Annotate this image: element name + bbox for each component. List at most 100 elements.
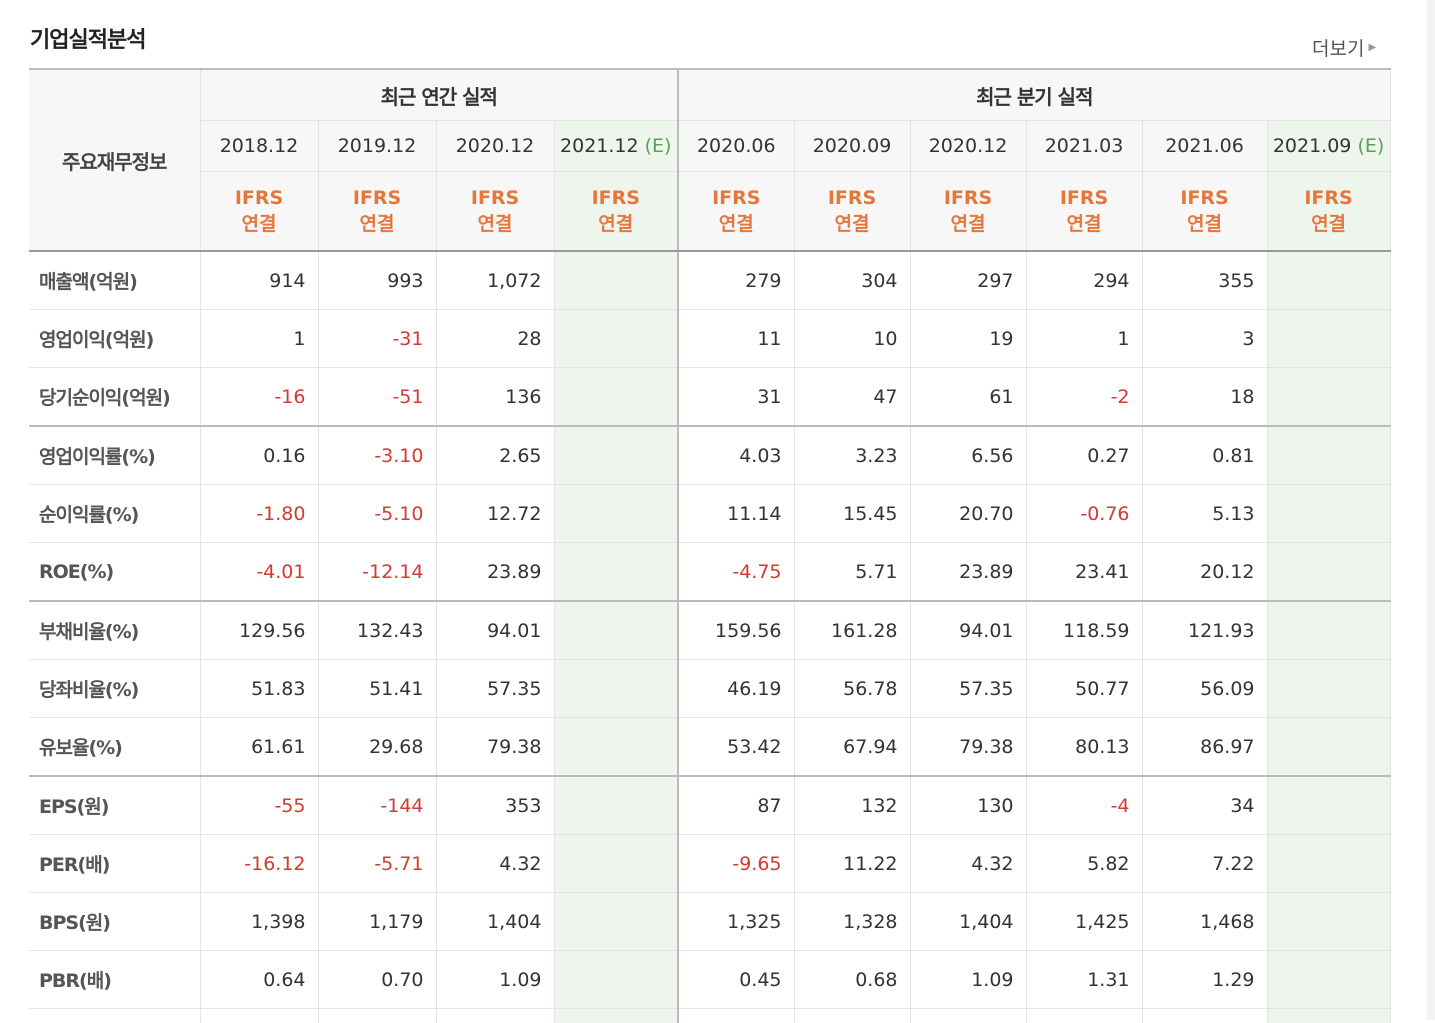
value-cell: 1,404 — [436, 893, 554, 951]
row-label: 부채비율(%) — [29, 601, 200, 660]
value-cell — [1267, 543, 1390, 602]
consolidated-label: 연결 — [437, 211, 554, 237]
consolidated-label: 연결 — [679, 211, 794, 237]
period-header: 2020.06 — [678, 121, 794, 172]
value-cell: 0.16 — [200, 426, 318, 485]
value-cell: -16 — [200, 368, 318, 427]
value-cell: 1,179 — [318, 893, 436, 951]
period-label: 2021.09 — [1273, 135, 1352, 157]
value-cell — [1267, 718, 1390, 777]
value-cell: 4.03 — [678, 426, 794, 485]
value-cell: 0.64 — [200, 951, 318, 1009]
ifrs-label: IFRS — [679, 185, 794, 211]
estimate-tag: (E) — [1357, 135, 1384, 157]
value-cell: 61 — [910, 368, 1026, 427]
value-cell: -31 — [318, 310, 436, 368]
partial-cell — [436, 1009, 554, 1023]
value-cell — [1267, 893, 1390, 951]
row-label: 매출액(억원) — [29, 251, 200, 310]
quarterly-group-header: 최근 분기 실적 — [678, 69, 1390, 121]
value-cell: 57.35 — [910, 660, 1026, 718]
value-cell: 19 — [910, 310, 1026, 368]
value-cell: 132.43 — [318, 601, 436, 660]
period-label: 2021.06 — [1165, 135, 1244, 157]
value-cell: 297 — [910, 251, 1026, 310]
value-cell: -16.12 — [200, 835, 318, 893]
value-cell: 914 — [200, 251, 318, 310]
more-link-label: 더보기 — [1312, 34, 1364, 61]
partial-cell — [29, 1009, 200, 1023]
value-cell: -2 — [1026, 368, 1142, 427]
value-cell: 159.56 — [678, 601, 794, 660]
value-cell: -0.76 — [1026, 485, 1142, 543]
value-cell: 6.56 — [910, 426, 1026, 485]
value-cell: 5.82 — [1026, 835, 1142, 893]
value-cell: 47 — [794, 368, 910, 427]
value-cell: 3 — [1142, 310, 1267, 368]
value-cell: 0.27 — [1026, 426, 1142, 485]
value-cell: 1,404 — [910, 893, 1026, 951]
period-header: 2020.12 — [436, 121, 554, 172]
partial-cell — [1267, 1009, 1390, 1023]
value-cell: 28 — [436, 310, 554, 368]
value-cell: 51.41 — [318, 660, 436, 718]
consolidated-label: 연결 — [201, 211, 318, 237]
consolidated-label: 연결 — [319, 211, 436, 237]
value-cell: 355 — [1142, 251, 1267, 310]
value-cell: 20.70 — [910, 485, 1026, 543]
value-cell: 0.45 — [678, 951, 794, 1009]
row-label: PBR(배) — [29, 951, 200, 1009]
value-cell: 61.61 — [200, 718, 318, 777]
value-cell — [1267, 310, 1390, 368]
more-link[interactable]: 더보기 ▶ — [1312, 34, 1376, 61]
value-cell — [554, 310, 678, 368]
value-cell — [1267, 660, 1390, 718]
value-cell: 23.89 — [910, 543, 1026, 602]
consolidated-label: 연결 — [555, 211, 678, 237]
value-cell: 1.09 — [910, 951, 1026, 1009]
value-cell: 993 — [318, 251, 436, 310]
row-label: ROE(%) — [29, 543, 200, 602]
period-header: 2021.09 (E) — [1267, 121, 1390, 172]
value-cell: 11 — [678, 310, 794, 368]
value-cell: -4.01 — [200, 543, 318, 602]
annual-group-header: 최근 연간 실적 — [200, 69, 678, 121]
value-cell: 18 — [1142, 368, 1267, 427]
value-cell: 4.32 — [436, 835, 554, 893]
consolidated-label: 연결 — [1268, 211, 1390, 237]
value-cell — [1267, 601, 1390, 660]
ifrs-label: IFRS — [1027, 185, 1142, 211]
value-cell: -144 — [318, 776, 436, 835]
consolidated-label: 연결 — [911, 211, 1026, 237]
value-cell: 31 — [678, 368, 794, 427]
value-cell — [1267, 776, 1390, 835]
row-label: 당좌비율(%) — [29, 660, 200, 718]
partial-cell — [200, 1009, 318, 1023]
period-label: 2020.09 — [813, 135, 892, 157]
value-cell: 3.23 — [794, 426, 910, 485]
partial-cell — [554, 1009, 678, 1023]
value-cell: -51 — [318, 368, 436, 427]
row-label: 영업이익률(%) — [29, 426, 200, 485]
value-cell: 0.68 — [794, 951, 910, 1009]
value-cell: 304 — [794, 251, 910, 310]
value-cell: 1 — [1026, 310, 1142, 368]
value-cell: -4.75 — [678, 543, 794, 602]
value-cell: 1 — [200, 310, 318, 368]
value-cell: 15.45 — [794, 485, 910, 543]
value-cell: 23.89 — [436, 543, 554, 602]
value-cell: 1.29 — [1142, 951, 1267, 1009]
value-cell: 130 — [910, 776, 1026, 835]
value-cell: -5.10 — [318, 485, 436, 543]
ifrs-label: IFRS — [201, 185, 318, 211]
